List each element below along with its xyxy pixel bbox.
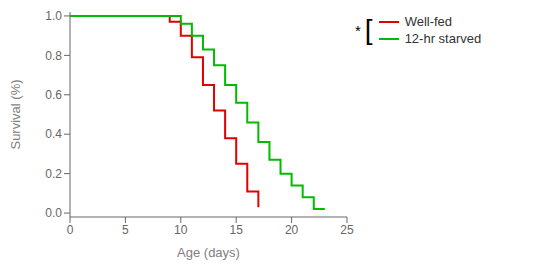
svg-text:0: 0 xyxy=(67,223,74,237)
svg-text:Survival (%): Survival (%) xyxy=(8,79,23,149)
html-text:12-hr starved: 12-hr starved xyxy=(404,31,482,46)
svg-text:5: 5 xyxy=(122,223,129,237)
svg-text:0.6: 0.6 xyxy=(45,88,62,102)
svg-text:0.8: 0.8 xyxy=(45,49,62,63)
svg-text:1.0: 1.0 xyxy=(45,9,62,23)
svg-text:0.2: 0.2 xyxy=(45,167,62,181)
svg-text:0.4: 0.4 xyxy=(45,127,62,141)
svg-text:15: 15 xyxy=(230,223,244,237)
svg-text:Age (days): Age (days) xyxy=(177,245,240,260)
svg-text:20: 20 xyxy=(285,223,299,237)
svg-text:10: 10 xyxy=(174,223,188,237)
svg-text:25: 25 xyxy=(340,223,354,237)
svg-text:0.0: 0.0 xyxy=(45,206,62,220)
html-text:Well-fed: Well-fed xyxy=(404,14,453,29)
